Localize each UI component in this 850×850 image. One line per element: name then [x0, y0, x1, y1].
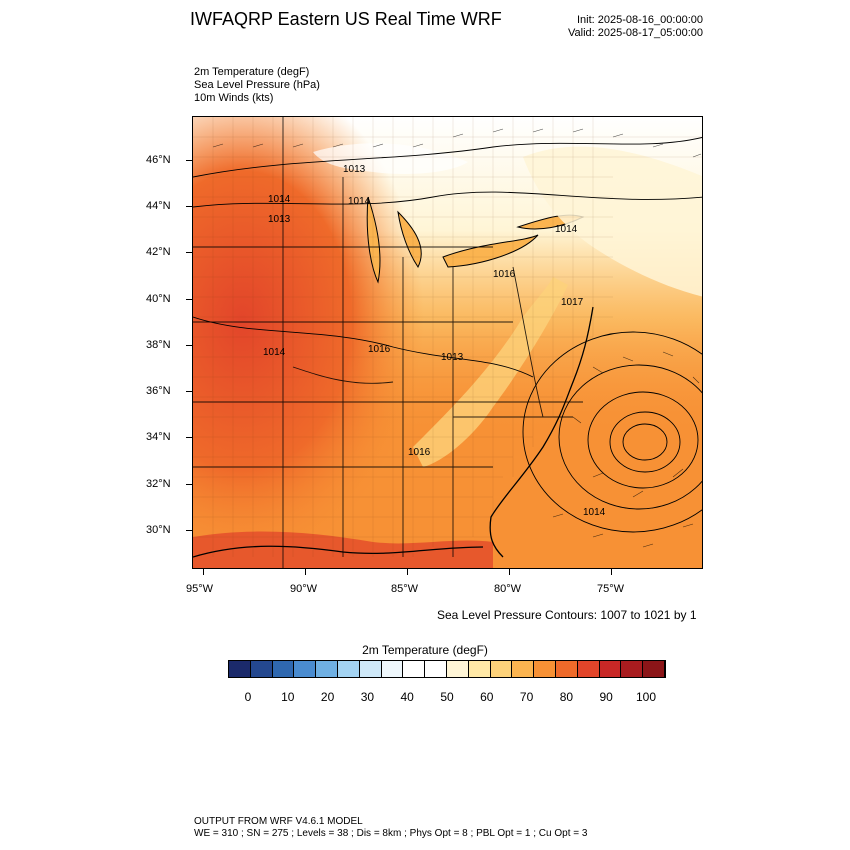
colorbar-swatch	[446, 661, 469, 677]
colorbar-tick-label: 20	[320, 690, 335, 704]
colorbar-tick-label: 60	[480, 690, 494, 704]
pressure-label: 1013	[441, 352, 464, 363]
pressure-label: 1016	[368, 344, 391, 355]
colorbar-swatch	[577, 661, 600, 677]
lat-label: 46°N	[146, 154, 171, 166]
lat-label: 36°N	[146, 385, 171, 397]
colorbar-swatch	[621, 661, 644, 677]
colorbar-tick-label: 0	[244, 690, 252, 704]
lon-label: 85°W	[391, 583, 419, 595]
colorbar-tick-label: 80	[559, 690, 574, 704]
pressure-label: 1016	[408, 447, 431, 458]
model-line-2: WE = 310 ; SN = 275 ; Levels = 38 ; Dis …	[194, 828, 588, 839]
colorbar-swatch	[381, 661, 404, 677]
colorbar	[228, 660, 666, 678]
colorbar-tick-label: 70	[519, 690, 534, 704]
init-valid-times: Init: 2025-08-16_00:00:00 Valid: 2025-08…	[568, 14, 703, 40]
lat-label: 42°N	[146, 246, 171, 258]
init-time: Init: 2025-08-16_00:00:00	[577, 14, 703, 26]
variable-list: 2m Temperature (degF) Sea Level Pressure…	[194, 66, 320, 105]
lat-label: 34°N	[146, 431, 171, 443]
colorbar-swatch	[490, 661, 513, 677]
colorbar-swatch	[359, 661, 382, 677]
valid-time: Valid: 2025-08-17_05:00:00	[568, 27, 703, 39]
lat-label: 38°N	[146, 339, 171, 351]
colorbar-tick-label: 50	[440, 690, 454, 704]
variable-slp: Sea Level Pressure (hPa)	[194, 79, 320, 91]
lat-label: 32°N	[146, 478, 171, 490]
temperature-map: 1013 1014 1013 1014 1016 1017 1014 1016 …	[193, 117, 702, 568]
lon-label: 80°W	[494, 583, 522, 595]
colorbar-swatch	[534, 661, 556, 677]
colorbar-tick-label: 30	[360, 690, 375, 704]
colorbar-swatch	[599, 661, 622, 677]
lat-label: 40°N	[146, 293, 171, 305]
model-info: OUTPUT FROM WRF V4.6.1 MODEL WE = 310 ; …	[194, 816, 587, 840]
colorbar-tick-label: 90	[599, 690, 613, 704]
colorbar-swatch	[468, 661, 491, 677]
pressure-label: 1013	[268, 214, 291, 225]
pressure-label: 1017	[561, 297, 584, 308]
colorbar-title: 2m Temperature (degF)	[362, 643, 488, 657]
lat-label: 44°N	[146, 200, 171, 212]
pressure-label: 1014	[263, 347, 286, 358]
lon-label: 90°W	[290, 583, 318, 595]
colorbar-swatch	[425, 661, 447, 677]
colorbar-swatch	[512, 661, 535, 677]
pressure-label: 1013	[343, 164, 366, 175]
colorbar-swatch	[294, 661, 317, 677]
variable-winds: 10m Winds (kts)	[194, 92, 274, 104]
pressure-label: 1014	[268, 194, 291, 205]
plot-title: IWFAQRP Eastern US Real Time WRF	[190, 9, 502, 29]
pressure-label: 1014	[348, 196, 371, 207]
colorbar-swatch	[643, 661, 665, 677]
colorbar-tick-label: 40	[400, 690, 414, 704]
colorbar-swatch	[250, 661, 273, 677]
variable-temp: 2m Temperature (degF)	[194, 66, 310, 78]
model-line-1: OUTPUT FROM WRF V4.6.1 MODEL	[194, 816, 363, 827]
map-panel: 1013 1014 1013 1014 1016 1017 1014 1016 …	[192, 116, 703, 569]
pressure-label: 1014	[583, 507, 606, 518]
pressure-label: 1016	[493, 269, 516, 280]
lon-label: 95°W	[186, 583, 214, 595]
colorbar-swatch	[403, 661, 426, 677]
colorbar-swatch	[272, 661, 295, 677]
pressure-label: 1014	[555, 224, 578, 235]
colorbar-swatch	[555, 661, 578, 677]
colorbar-swatch	[316, 661, 338, 677]
contour-note: Sea Level Pressure Contours: 1007 to 102…	[437, 608, 697, 622]
colorbar-tick-label: 10	[281, 690, 295, 704]
colorbar-tick-label: 100	[635, 690, 657, 704]
colorbar-swatch	[337, 661, 360, 677]
lon-label: 75°W	[597, 583, 625, 595]
colorbar-swatch	[229, 661, 251, 677]
lat-label: 30°N	[146, 524, 171, 536]
